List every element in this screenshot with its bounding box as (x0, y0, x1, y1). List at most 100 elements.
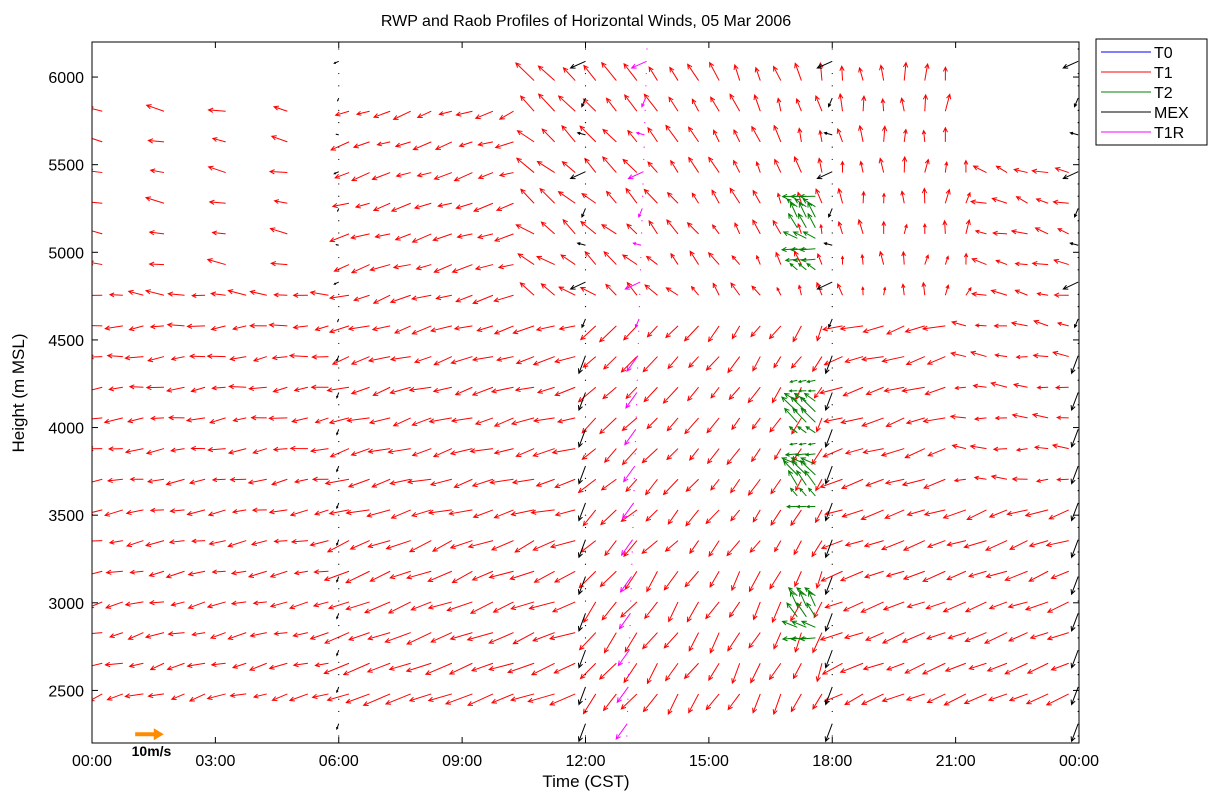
vector-mex (824, 723, 833, 743)
vector-t1r (629, 637, 631, 639)
vector-t1 (387, 448, 411, 455)
vector-t1 (510, 417, 535, 426)
vector-mex (831, 735, 833, 737)
vector-t1 (864, 632, 884, 641)
vector-t1 (1046, 601, 1069, 613)
vector-t1 (124, 693, 144, 699)
vector-mex (1070, 539, 1079, 559)
vector-t2 (783, 407, 798, 423)
vector-t1 (429, 325, 452, 333)
vector-t1 (921, 281, 927, 296)
vector-t1 (367, 540, 391, 549)
vector-mex (1077, 109, 1079, 111)
vector-mex (831, 698, 833, 700)
vector-t1 (411, 233, 432, 243)
vector-t1 (167, 415, 185, 421)
vector-t1 (186, 509, 206, 516)
vector-t1 (104, 509, 123, 517)
vector-t1 (128, 384, 144, 390)
vector-t1 (562, 67, 576, 81)
vector-t1 (1031, 261, 1049, 267)
vector-t2 (808, 590, 816, 607)
vector-t1 (623, 62, 638, 81)
y-axis-label: Height (m MSL) (9, 333, 28, 452)
vector-t1 (605, 190, 617, 204)
vector-mex (584, 48, 587, 50)
vector-mex (336, 465, 340, 473)
vector-t1 (974, 229, 987, 235)
vector-t1 (627, 129, 638, 143)
vector-t1 (837, 187, 844, 204)
vector-mex (831, 85, 833, 87)
vector-mex (1070, 502, 1079, 522)
vector-t1 (861, 356, 884, 362)
vector-t1 (290, 538, 308, 545)
vector-mex (816, 60, 833, 69)
vector-t2 (792, 407, 807, 423)
vector-mex (823, 131, 833, 136)
vector-t1 (556, 417, 576, 424)
vector-t1 (642, 632, 658, 650)
vector-t1 (687, 63, 700, 81)
vector-mex (816, 171, 833, 180)
vector-mex (1062, 281, 1079, 290)
vector-t1 (148, 230, 165, 236)
vector-t1 (844, 693, 864, 706)
vector-t1 (124, 355, 144, 361)
vector-mex (1062, 60, 1079, 69)
vector-t1 (668, 96, 679, 112)
vector-t1 (839, 325, 864, 331)
vector-t1 (688, 693, 700, 714)
vector-t2 (788, 425, 798, 434)
vector-t1 (433, 172, 453, 181)
vector-t1 (1010, 321, 1028, 327)
vector-t1 (625, 386, 638, 400)
vector-t1 (353, 294, 370, 302)
vector-mex (1077, 588, 1079, 590)
vector-t1 (469, 601, 494, 614)
vector-t1 (790, 693, 802, 713)
vector-t1 (605, 97, 617, 112)
vector-t1 (474, 110, 494, 120)
vector-mex (831, 146, 833, 148)
vector-t1 (814, 94, 823, 112)
vector-mex (831, 600, 833, 602)
vector-t1 (230, 600, 247, 606)
vector-t1 (515, 448, 535, 458)
vector-t1 (405, 662, 432, 673)
vector-t1 (841, 509, 864, 518)
vector-t1 (537, 93, 556, 112)
vector-t2 (781, 636, 798, 642)
vector-t1 (124, 448, 144, 454)
vector-t1 (670, 252, 679, 265)
vector-mex (824, 465, 833, 485)
vector-t1 (944, 284, 950, 296)
vector-t1 (512, 325, 535, 335)
vector-t1 (434, 141, 453, 150)
vector-t1 (107, 446, 123, 452)
vector-t1 (623, 662, 638, 684)
vector-t1 (509, 570, 535, 581)
vector-t1 (578, 632, 597, 651)
vector-t1 (187, 601, 206, 610)
vector-mex (831, 624, 833, 627)
vector-t1 (128, 662, 144, 668)
vector-t1 (776, 286, 782, 296)
vector-t1 (211, 230, 226, 236)
vector-t1 (371, 172, 391, 181)
vector-t1 (794, 632, 802, 654)
vector-t1 (561, 160, 576, 173)
vector-t1 (969, 199, 987, 205)
vector-mex (831, 220, 833, 222)
vector-t1 (187, 570, 206, 577)
reference-arrow-head (153, 728, 164, 741)
vector-t1 (730, 282, 741, 296)
vector-mex (831, 661, 833, 663)
vector-t1 (772, 693, 782, 716)
vector-t1 (532, 417, 555, 423)
vector-t1 (988, 601, 1008, 610)
vector-t1 (821, 325, 843, 332)
vector-t1 (963, 540, 987, 549)
vector-mex (338, 48, 340, 50)
vector-t1 (527, 693, 555, 703)
